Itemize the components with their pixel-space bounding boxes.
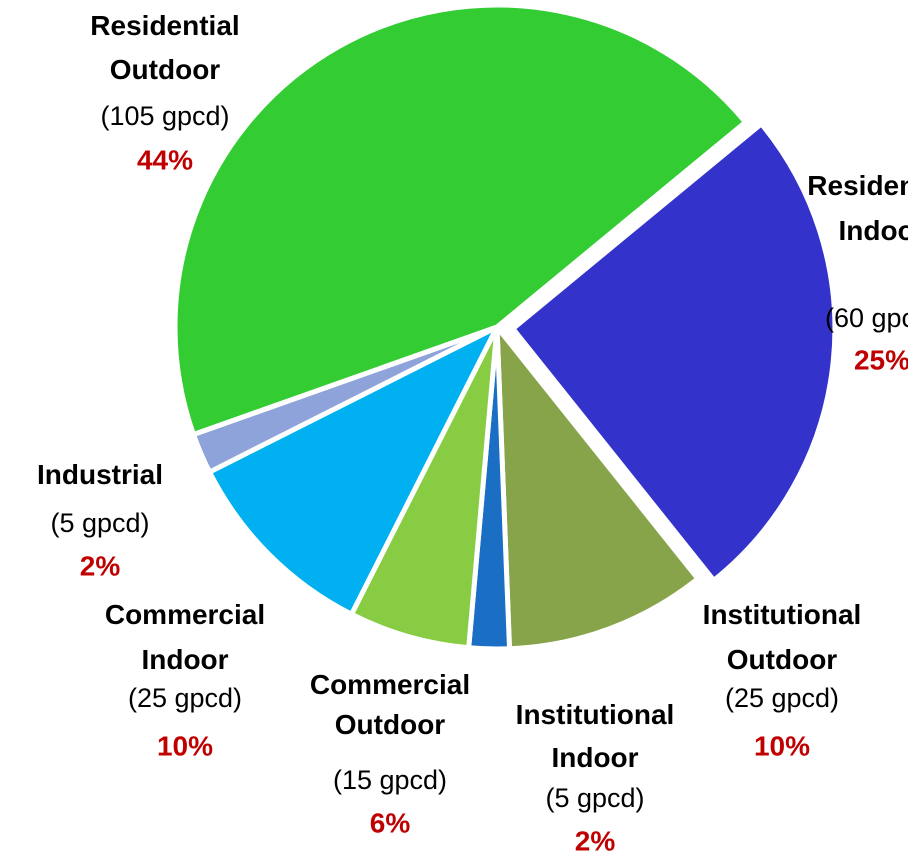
slice-detail: (5 gpcd) <box>545 783 644 813</box>
data-label: 44% <box>137 144 193 175</box>
slice-name: Industrial <box>37 459 163 490</box>
slice-detail: (25 gpcd) <box>725 683 839 713</box>
slice-detail: (60 gpcd) <box>825 303 908 333</box>
pie-slice <box>172 2 748 437</box>
slice-name: Institutional Outdoor <box>703 599 862 675</box>
data-label: 6% <box>370 807 411 838</box>
slice-name: Commercial Outdoor <box>310 669 470 740</box>
slice-name: Commercial Indoor <box>105 599 265 675</box>
slice-name: Residential Outdoor <box>90 10 239 85</box>
data-label: 10% <box>754 730 810 761</box>
slice-name: ResidentialIndoor <box>807 170 908 246</box>
slice-detail: (5 gpcd) <box>50 508 149 538</box>
pie-slice <box>207 324 500 617</box>
slice-detail: (15 gpcd) <box>333 765 447 795</box>
pie-slice <box>510 121 838 583</box>
data-label: 2% <box>575 825 616 856</box>
data-label: 2% <box>80 550 121 581</box>
slice-name: Institutional Indoor <box>516 699 675 773</box>
slice-detail: (25 gpcd) <box>128 683 242 713</box>
data-label: 25% <box>854 344 908 375</box>
pie-slice <box>494 324 701 652</box>
data-label: 10% <box>157 730 213 761</box>
slice-detail: (105 gpcd) <box>100 101 229 131</box>
